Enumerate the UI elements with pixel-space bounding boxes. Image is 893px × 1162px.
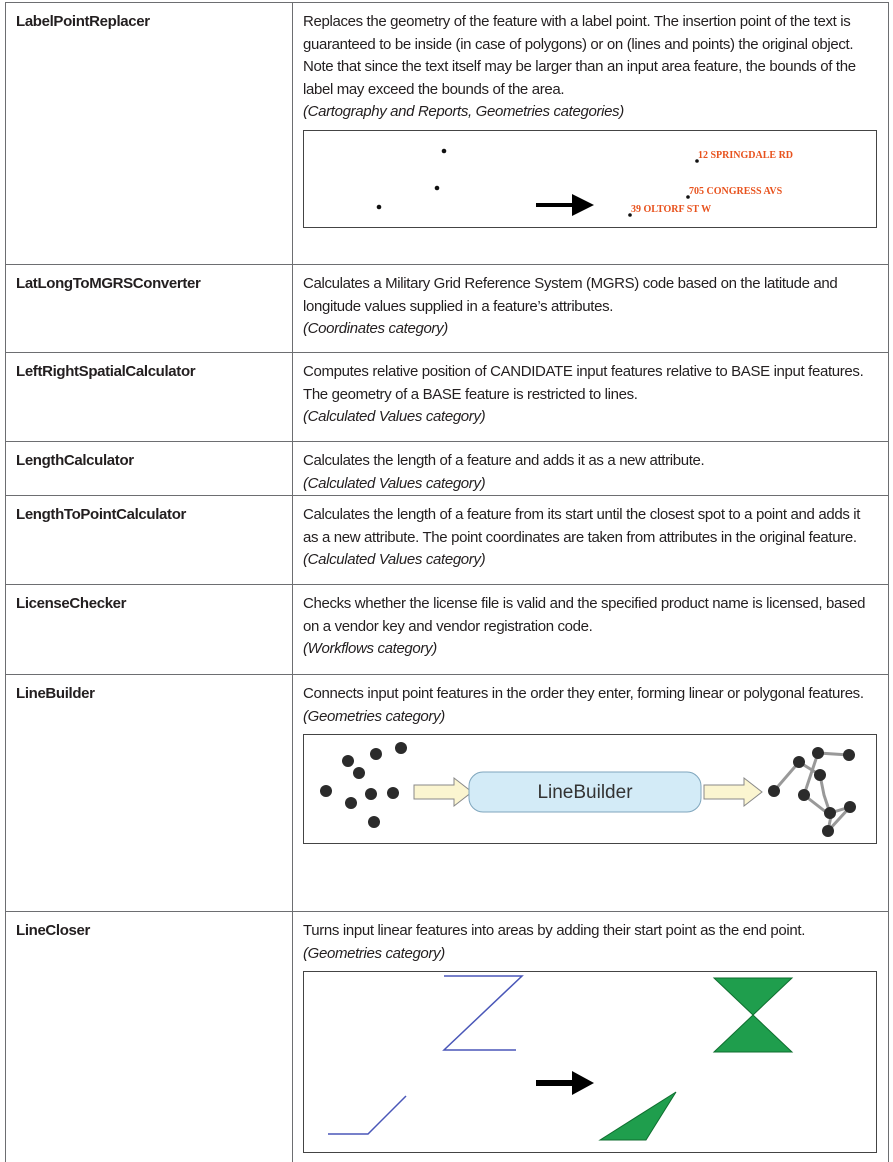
- point: [434, 185, 440, 190]
- description: Replaces the geometry of the feature wit…: [303, 13, 856, 98]
- description: Calculates the length of a feature from …: [303, 506, 861, 546]
- point: [824, 807, 836, 819]
- table-row: LicenseChecker Checks whether the license…: [5, 584, 889, 675]
- transformer-name: LineCloser: [5, 911, 293, 1162]
- point: [768, 785, 780, 797]
- category: (Calculated Values category): [303, 474, 486, 492]
- description-cell: Replaces the geometry of the feature wit…: [292, 2, 889, 265]
- figure: 12 SPRINGDALE RD 705 CONGRESS AVS 39 OLTOR…: [303, 129, 877, 228]
- point: [370, 748, 382, 760]
- description-cell: Calculates the length of a feature from …: [292, 495, 889, 585]
- transformer-table: LabelPointReplacer Replaces the geometry …: [5, 2, 889, 1162]
- arrow: [536, 193, 594, 216]
- transformer-name: LeftRightSpatialCalculator: [5, 352, 293, 442]
- point: [320, 785, 332, 797]
- category: (Workflows category): [303, 640, 437, 657]
- table-row: LineCloser Turns input linear features in…: [5, 911, 889, 1162]
- category: (Calculated Values category): [303, 408, 486, 425]
- transformer-name: LatLongToMGRSConverter: [5, 264, 293, 353]
- description-cell: Calculates the length of a feature and a…: [292, 441, 889, 496]
- point: [395, 742, 407, 754]
- category: (Cartography and Reports, Geometries cat…: [303, 103, 624, 120]
- description: Turns input linear features into areas b…: [303, 922, 806, 939]
- process-box: [468, 771, 702, 813]
- point: [368, 816, 380, 828]
- point: [441, 148, 447, 153]
- description: Calculates the length of a feature and a…: [303, 452, 705, 469]
- table-row: LengthToPointCalculator Calculates the le…: [5, 495, 889, 585]
- transformer-name: LabelPointReplacer: [5, 2, 293, 265]
- process-label: LineBuilder: [537, 782, 633, 803]
- table-container: LabelPointReplacer Replaces the geometry …: [5, 2, 889, 1162]
- transformer-name: LineBuilder: [5, 674, 293, 912]
- address-label: 705 CONGRESS AVS: [689, 186, 783, 197]
- point: [798, 789, 810, 801]
- table-row: LeftRightSpatialCalculator Computes relat…: [5, 352, 889, 442]
- transformer-name: LicenseChecker: [5, 584, 293, 675]
- point: [844, 801, 856, 813]
- address-label: 12 SPRINGDALE RD: [698, 150, 793, 161]
- line: [328, 1095, 407, 1135]
- table-row: LabelPointReplacer Replaces the geometry …: [5, 2, 889, 265]
- point: [376, 204, 382, 209]
- description: Connects input point features in the ord…: [303, 685, 864, 702]
- description-cell: Computes relative position of CANDIDATE …: [292, 352, 889, 442]
- category: (Geometries category): [303, 707, 445, 725]
- point: [353, 767, 365, 779]
- description-cell: Turns input linear features into areas b…: [292, 911, 889, 1162]
- point: [342, 755, 354, 767]
- point: [345, 797, 357, 809]
- area: [598, 1091, 677, 1141]
- transformer-name: LengthToPointCalculator: [5, 495, 293, 585]
- label-point: [686, 194, 690, 199]
- transformer-name: LengthCalculator: [5, 441, 293, 496]
- area: [712, 977, 794, 1053]
- category: (Calculated Values category): [303, 551, 486, 568]
- table-row: LatLongToMGRSConverter Calculates a Milit…: [5, 264, 889, 353]
- arrow: [703, 776, 763, 808]
- address-label: 39 OLTORF ST W: [631, 204, 711, 215]
- point: [387, 787, 399, 799]
- point: [822, 825, 834, 837]
- description: Calculates a Military Grid Reference Sys…: [303, 275, 838, 315]
- line: [772, 751, 855, 836]
- table-row: LengthCalculator Calculates the length of…: [5, 441, 889, 496]
- point: [812, 747, 824, 759]
- category: (Geometries category): [303, 944, 445, 962]
- description-cell: Calculates a Military Grid Reference Sys…: [292, 264, 889, 353]
- line: [442, 975, 524, 1051]
- category: (Coordinates category): [303, 320, 448, 337]
- point: [843, 749, 855, 761]
- description: Computes relative position of CANDIDATE …: [303, 363, 864, 403]
- point: [365, 788, 377, 800]
- figure: LineBuilder: [303, 734, 877, 844]
- figure: [303, 971, 877, 1153]
- table-row: LineBuilder Connects input point features…: [5, 674, 889, 912]
- arrow: [413, 776, 473, 808]
- label-point: [628, 212, 632, 217]
- description-cell: Connects input point features in the ord…: [292, 674, 889, 912]
- description-cell: Checks whether the license file is valid…: [292, 584, 889, 675]
- point: [814, 769, 826, 781]
- arrow: [536, 1071, 594, 1095]
- description: Checks whether the license file is valid…: [303, 595, 866, 635]
- point: [793, 756, 805, 768]
- label-point: [695, 158, 699, 163]
